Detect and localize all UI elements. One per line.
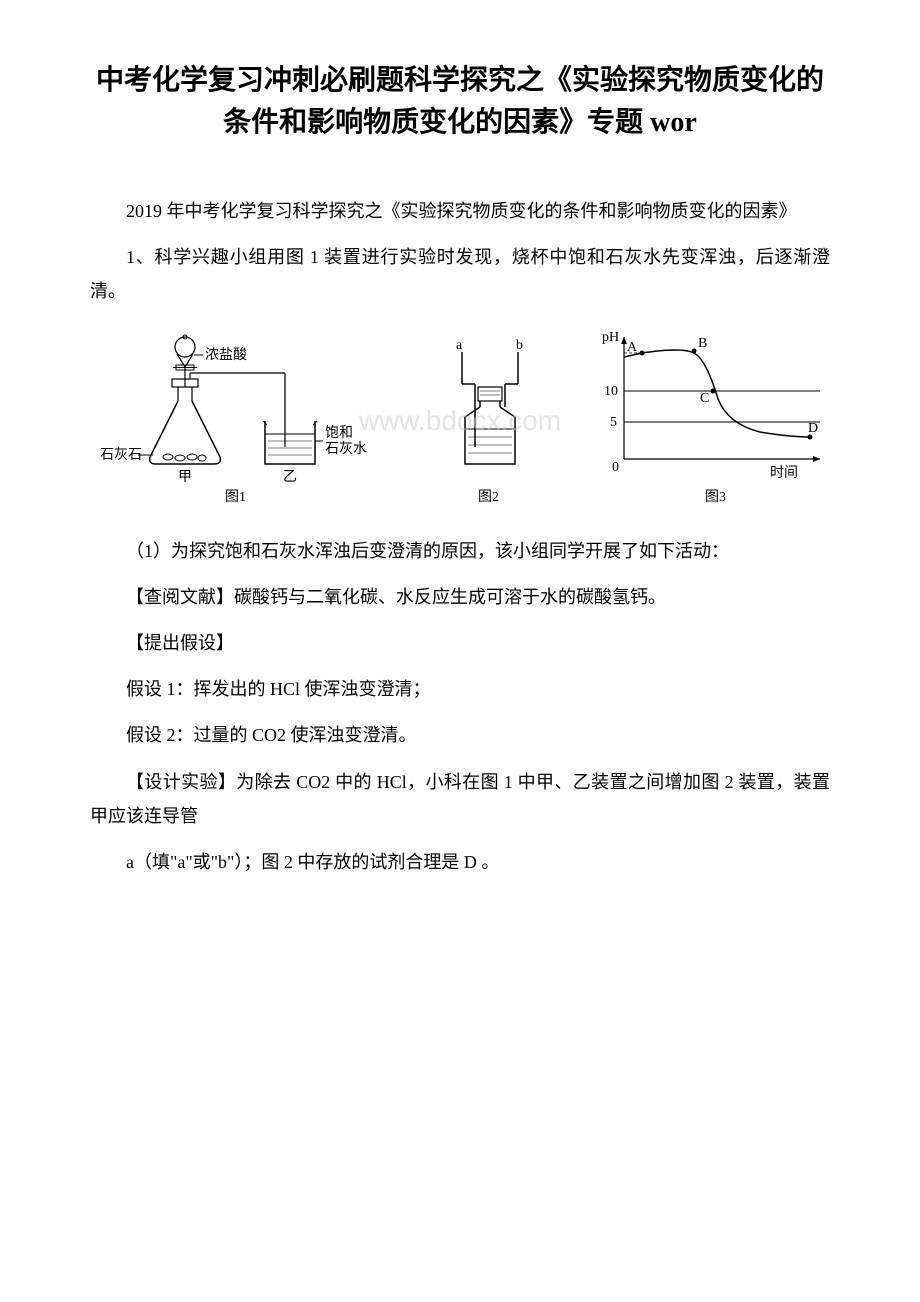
point-a: A bbox=[627, 340, 638, 355]
point-d: D bbox=[808, 421, 818, 436]
figure-3: pH 10 5 0 A B bbox=[600, 329, 830, 514]
conical-flask-icon bbox=[150, 379, 221, 464]
fig3-caption: 图3 bbox=[705, 490, 726, 505]
fig2-caption: 图2 bbox=[478, 490, 499, 505]
gas-bottle-icon bbox=[462, 352, 518, 464]
label-jia: 甲 bbox=[178, 470, 192, 485]
paragraph-2: 【查阅文献】碳酸钙与二氧化碳、水反应生成可溶于水的碳酸氢钙。 bbox=[90, 580, 830, 614]
paragraph-1: （1）为探究饱和石灰水浑浊后变澄清的原因，该小组同学开展了如下活动： bbox=[90, 534, 830, 568]
label-yi: 乙 bbox=[283, 469, 297, 485]
point-c: C bbox=[700, 391, 709, 406]
paragraph-5: 假设 2：过量的 CO2 使浑浊变澄清。 bbox=[90, 718, 830, 752]
paragraph-4: 假设 1：挥发出的 HCl 使浑浊变澄清； bbox=[90, 672, 830, 706]
page-title: 中考化学复习冲刺必刷题科学探究之《实验探究物质变化的条件和影响物质变化的因素》专… bbox=[90, 60, 830, 144]
beaker-icon bbox=[263, 421, 317, 464]
point-b: B bbox=[698, 336, 707, 351]
chart-axes bbox=[621, 337, 820, 462]
limestone-label: 石灰石 bbox=[100, 447, 142, 463]
svg-text:5: 5 bbox=[610, 415, 617, 430]
limewater-label-2: 石灰水 bbox=[325, 441, 367, 457]
y-axis-label: pH bbox=[602, 330, 619, 345]
figure-1: 浓盐酸 石灰石 bbox=[90, 329, 380, 514]
svg-text:10: 10 bbox=[604, 384, 618, 399]
paragraph-7: a（填"a"或"b"）；图 2 中存放的试剂合理是 D 。 bbox=[90, 845, 830, 879]
delivery-tube-icon bbox=[190, 373, 285, 447]
figure-2: a b bbox=[420, 329, 560, 514]
hcl-label: 浓盐酸 bbox=[205, 347, 247, 363]
ph-curve bbox=[624, 348, 813, 439]
label-b: b bbox=[516, 338, 523, 353]
paragraph-3: 【提出假设】 bbox=[90, 626, 830, 660]
paragraph-6: 【设计实验】为除去 CO2 中的 HCl，小科在图 1 中甲、乙装置之间增加图 … bbox=[90, 765, 830, 833]
diagram-row: www.bdocx.com 浓盐酸 bbox=[90, 329, 830, 514]
fig1-caption: 图1 bbox=[225, 490, 246, 505]
intro-paragraph: 2019 年中考化学复习科学探究之《实验探究物质变化的条件和影响物质变化的因素》 bbox=[90, 194, 830, 228]
y-tick-5: 5 bbox=[610, 415, 820, 430]
limewater-label-1: 饱和 bbox=[325, 425, 353, 441]
label-a: a bbox=[456, 338, 463, 353]
question-1: 1、科学兴趣小组用图 1 装置进行实验时发现，烧杯中饱和石灰水先变浑浊，后逐渐澄… bbox=[90, 240, 830, 308]
x-axis-label: 时间 bbox=[770, 465, 798, 481]
origin-zero: 0 bbox=[612, 460, 619, 475]
